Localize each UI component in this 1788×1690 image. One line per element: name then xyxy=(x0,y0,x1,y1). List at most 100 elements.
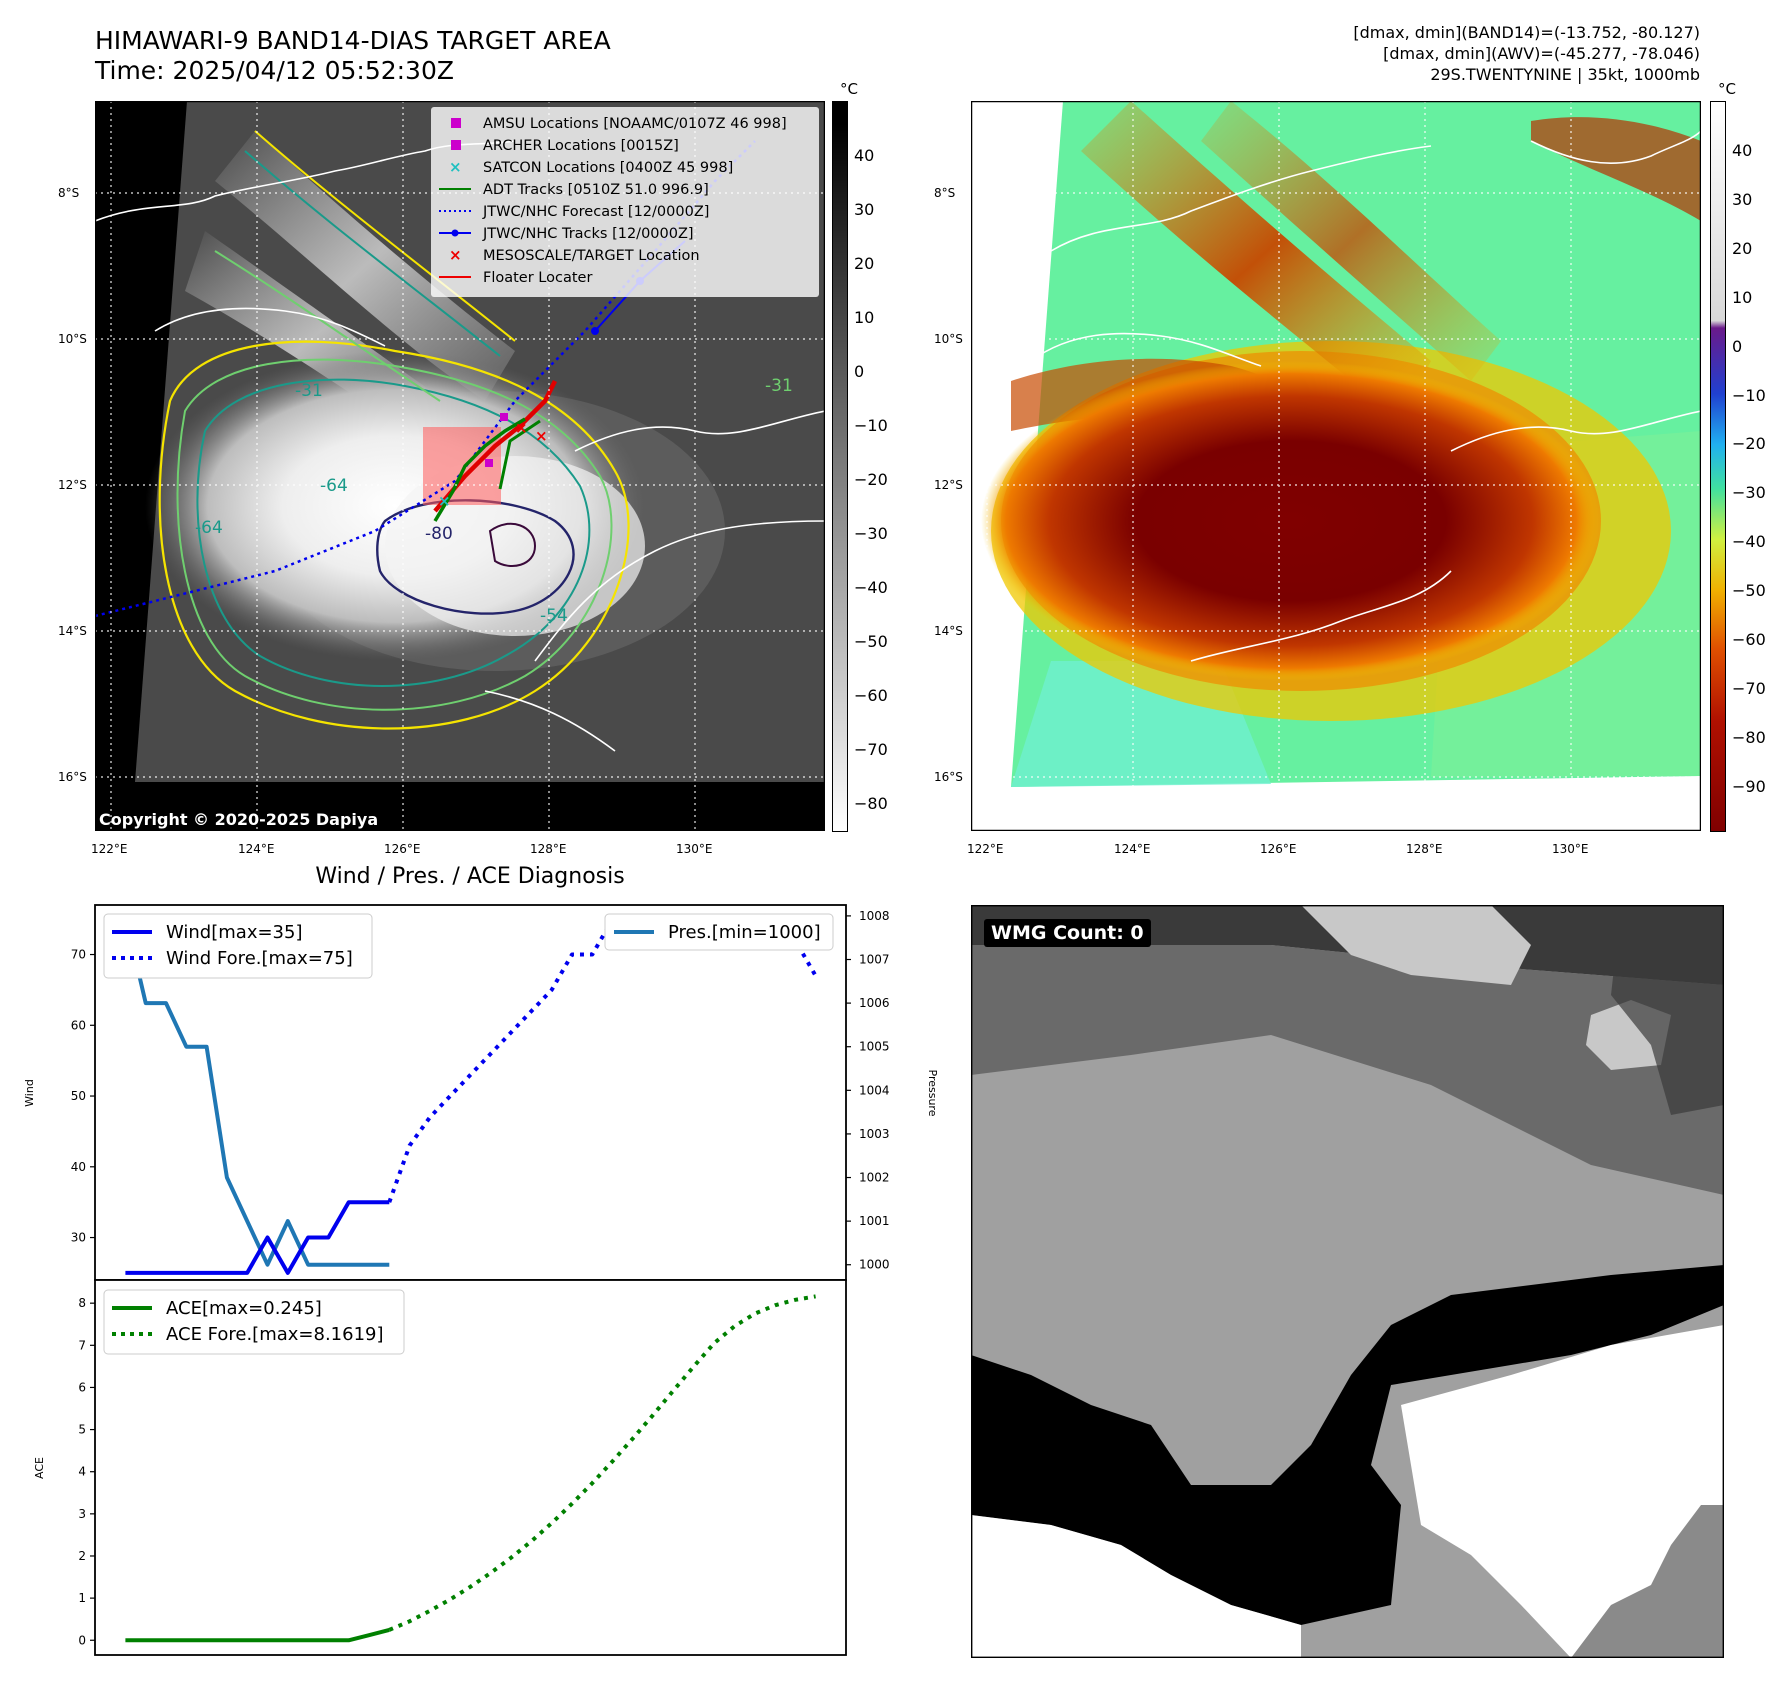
wind-fore-legend-label: Wind Fore.[max=75] xyxy=(166,948,353,969)
ace-tick-label: 0 xyxy=(78,1633,86,1647)
legend-label: ARCHER Locations [0015Z] xyxy=(483,138,679,154)
contour-label: -31 xyxy=(765,376,793,396)
cold-cloud-core xyxy=(981,361,1601,681)
legend-item: AMSU Locations [NOAAMC/0107Z 46 998] xyxy=(451,116,787,132)
diagnosis-title: Wind / Pres. / ACE Diagnosis xyxy=(315,864,625,889)
adt-track xyxy=(433,417,526,522)
pressure-legend xyxy=(604,913,834,951)
pressure-tick-label: 1006 xyxy=(859,996,890,1010)
lat-label: 16°S xyxy=(934,770,963,784)
ace-tick-label: 7 xyxy=(78,1338,86,1352)
lat-label: 16°S xyxy=(58,770,87,784)
legend-item: Floater Locater xyxy=(439,270,592,286)
ace-tick-label: 6 xyxy=(78,1380,86,1394)
lon-label: 126°E xyxy=(1260,842,1297,856)
legend-label: SATCON Locations [0400Z 45 998] xyxy=(483,160,733,176)
legend-label: JTWC/NHC Tracks [12/0000Z] xyxy=(482,226,694,242)
pressure-tick-label: 1004 xyxy=(859,1083,890,1097)
lat-label: 14°S xyxy=(58,624,87,638)
lon-label: 130°E xyxy=(1552,842,1589,856)
colorbar-tick-label: −30 xyxy=(854,524,888,543)
lon-label: 126°E xyxy=(384,842,421,856)
wind-legend-label: Wind[max=35] xyxy=(166,922,303,943)
lon-label: 122°E xyxy=(967,842,1004,856)
copyright: Copyright © 2020-2025 Dapiya xyxy=(99,810,378,829)
legend-marker xyxy=(451,118,461,128)
wmg-panel xyxy=(971,905,1724,1658)
wind-tick-label: 30 xyxy=(71,1231,86,1245)
colorbar-tick-label: −10 xyxy=(1732,385,1766,405)
lon-label: 128°E xyxy=(1406,842,1443,856)
pressure-legend-label: Pres.[min=1000] xyxy=(668,922,821,943)
legend-item: × MESOSCALE/TARGET Location xyxy=(449,246,700,264)
pressure-line xyxy=(123,915,390,1267)
wind-forecast-line xyxy=(387,917,818,1203)
contour-label: -64 xyxy=(320,476,348,496)
lat-label: 8°S xyxy=(58,186,80,200)
legend-marker: × xyxy=(449,246,462,264)
pressure-axis-label: Pressure xyxy=(926,1070,939,1117)
contour-label: -64 xyxy=(195,518,223,538)
ace-forecast-line xyxy=(388,1294,816,1632)
legend-label: JTWC/NHC Forecast [12/0000Z] xyxy=(482,204,709,220)
colorbar-unit: °C xyxy=(1718,80,1736,98)
map-legend xyxy=(431,107,819,297)
pressure-tick-label: 1002 xyxy=(859,1171,890,1185)
colorbar-tick-label: −50 xyxy=(854,632,888,651)
colorbar-tick-label: −30 xyxy=(1732,483,1766,503)
gray-colorbar xyxy=(832,101,848,832)
wind-axis-label: Wind xyxy=(23,1079,36,1107)
floater-locater-track xyxy=(433,379,558,513)
lon-label: 122°E xyxy=(91,842,128,856)
legend-label: MESOSCALE/TARGET Location xyxy=(483,248,700,264)
legend-item: ADT Tracks [0510Z 51.0 996.9] xyxy=(439,182,709,198)
color-colorbar xyxy=(1710,101,1726,832)
wind-tick-label: 40 xyxy=(71,1160,86,1174)
band14-map: × × × -31 -64 -64 -54 -31 -80 AMSU Locat… xyxy=(95,101,825,831)
wind-tick-label: 50 xyxy=(71,1089,86,1103)
colorbar-tick-label: −40 xyxy=(1732,532,1766,552)
ace-line xyxy=(125,1627,390,1643)
lon-label: 124°E xyxy=(238,842,275,856)
wind-tick-label: 70 xyxy=(71,948,86,962)
wind-legend xyxy=(103,913,373,979)
ace-axis-label: ACE xyxy=(33,1457,46,1479)
contour-label: -80 xyxy=(425,524,453,544)
pressure-tick-label: 1007 xyxy=(859,953,890,967)
lat-label: 10°S xyxy=(934,332,963,346)
map-title-line2: Time: 2025/04/12 05:52:30Z xyxy=(95,56,454,85)
colorbar-tick-label: −90 xyxy=(1732,776,1766,796)
legend-label: AMSU Locations [NOAAMC/0107Z 46 998] xyxy=(483,116,787,132)
colorbar-tick-label: 30 xyxy=(1732,189,1753,209)
svg-text:×: × xyxy=(438,492,451,510)
contour-label: -31 xyxy=(295,381,323,401)
legend-label: ADT Tracks [0510Z 51.0 996.9] xyxy=(483,182,709,198)
lat-label: 10°S xyxy=(58,332,87,346)
colorbar-tick-label: 0 xyxy=(854,362,865,381)
awv-color-map xyxy=(971,101,1701,831)
info-line2: [dmax, dmin](AWV)=(-45.277, -78.046) xyxy=(1383,44,1700,63)
legend-item: JTWC/NHC Tracks [12/0000Z] xyxy=(439,226,694,242)
info-line1: [dmax, dmin](BAND14)=(-13.752, -80.127) xyxy=(1353,23,1700,42)
legend-item: JTWC/NHC Forecast [12/0000Z] xyxy=(439,204,709,220)
colorbar-tick-label: 30 xyxy=(854,200,875,219)
colorbar-tick-label: 40 xyxy=(854,146,875,165)
colorbar-tick-label: −10 xyxy=(854,416,888,435)
ace-legend xyxy=(103,1289,405,1355)
lon-label: 130°E xyxy=(676,842,713,856)
ace-legend-label: ACE[max=0.245] xyxy=(166,1298,322,1319)
lat-label: 12°S xyxy=(58,478,87,492)
colorbar-tick-label: −60 xyxy=(854,686,888,705)
colorbar-tick-label: −70 xyxy=(1732,678,1766,698)
ace-tick-label: 4 xyxy=(78,1465,86,1479)
storm-info: 29S.TWENTYNINE | 35kt, 1000mb xyxy=(1430,65,1700,84)
lon-label: 128°E xyxy=(530,842,567,856)
gray-colorbar-ticks: 40 30 20 10 0 −10 −20 −30 −40 −50 −60 −70 −80 xyxy=(854,101,914,830)
lat-label: 12°S xyxy=(934,478,963,492)
colorbar-tick-label: −20 xyxy=(854,470,888,489)
colorbar-tick-label: −80 xyxy=(854,794,888,813)
ace-tick-label: 2 xyxy=(78,1549,86,1563)
ace-tick-label: 8 xyxy=(78,1296,86,1310)
ace-tick-label: 1 xyxy=(78,1591,86,1605)
colorbar-tick-label: −50 xyxy=(1732,581,1766,601)
